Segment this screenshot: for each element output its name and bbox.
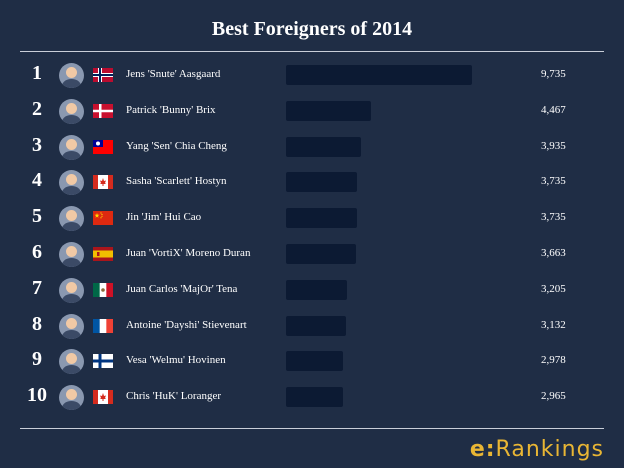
player-avatar	[59, 349, 84, 375]
canada-flag-icon	[93, 175, 113, 190]
value-label: 2,978	[541, 354, 566, 367]
value-label: 2,965	[541, 390, 566, 403]
ranking-row: 3 Yang 'Sen' Chia Cheng 3,935	[0, 130, 624, 166]
player-avatar	[59, 98, 84, 124]
mexico-flag-icon	[93, 282, 113, 297]
player-name: Chris 'HuK' Loranger	[126, 390, 221, 403]
rank-number: 5	[32, 205, 42, 228]
rank-number: 8	[32, 312, 42, 335]
player-name: Yang 'Sen' Chia Cheng	[126, 139, 227, 152]
value-bar	[286, 100, 372, 121]
canada-flag-icon	[93, 390, 113, 405]
rank-number: 4	[32, 169, 42, 192]
ranking-row: 2 Patrick 'Bunny' Brix 4,467	[0, 94, 624, 130]
ranking-row: 7 Juan Carlos 'MajOr' Tena 3,205	[0, 273, 624, 309]
rank-number: 9	[32, 348, 42, 371]
value-bar	[286, 65, 472, 85]
value-label: 4,467	[541, 103, 566, 116]
rank-number: 6	[32, 240, 42, 263]
value-label: 3,735	[541, 211, 566, 224]
player-name: Juan 'VortiX' Moreno Duran	[126, 246, 251, 259]
norway-flag-icon	[93, 68, 113, 82]
value-bar	[286, 208, 358, 229]
rank-number: 3	[32, 133, 42, 156]
erankings-logo: e:Rankings	[469, 437, 604, 462]
player-name: Patrick 'Bunny' Brix	[126, 103, 216, 116]
player-name: Vesa 'Welmu' Hovinen	[126, 354, 226, 367]
ranking-row: 10 Chris 'HuK' Loranger 2,965	[0, 380, 624, 416]
value-label: 3,935	[541, 139, 566, 152]
player-name: Jin 'Jim' Hui Cao	[126, 211, 202, 224]
value-bar	[286, 351, 343, 372]
player-avatar	[59, 313, 84, 339]
france-flag-icon	[93, 318, 113, 333]
ranking-row: 9 Vesa 'Welmu' Hovinen 2,978	[0, 344, 624, 380]
chart-title: Best Foreigners of 2014	[211, 18, 413, 40]
player-name: Antoine 'Dayshi' Stievenart	[126, 318, 247, 331]
ranking-row: 5 Jin 'Jim' Hui Cao 3,735	[0, 201, 624, 237]
value-label: 3,205	[541, 282, 566, 295]
rank-number: 7	[32, 276, 42, 299]
value-label: 9,735	[541, 68, 566, 80]
rank-number: 10	[27, 384, 47, 407]
value-bar	[286, 243, 356, 264]
top-divider	[20, 51, 604, 52]
value-label: 3,663	[541, 246, 566, 259]
bottom-divider	[20, 428, 604, 429]
value-bar	[286, 172, 358, 193]
ranking-row: 8 Antoine 'Dayshi' Stievenart 3,132	[0, 309, 624, 345]
player-name: Sasha 'Scarlett' Hostyn	[126, 175, 227, 188]
value-label: 3,132	[541, 318, 566, 331]
player-avatar	[59, 170, 84, 196]
rank-number: 1	[32, 62, 42, 84]
value-bar	[286, 315, 346, 336]
ranking-row: 1 Jens 'Snute' Aasgaard 9,735	[0, 58, 624, 94]
player-avatar	[59, 277, 84, 303]
player-avatar	[59, 385, 84, 411]
value-bar	[286, 387, 343, 408]
china-flag-icon	[93, 211, 113, 226]
taiwan-flag-icon	[93, 139, 113, 154]
denmark-flag-icon	[93, 103, 113, 118]
ranking-row: 6 Juan 'VortiX' Moreno Duran 3,663	[0, 237, 624, 273]
player-avatar	[59, 63, 84, 88]
player-name: Jens 'Snute' Aasgaard	[126, 68, 221, 80]
value-bar	[286, 136, 362, 157]
player-avatar	[59, 206, 84, 232]
rank-number: 2	[32, 97, 42, 120]
value-label: 3,735	[541, 175, 566, 188]
value-bar	[286, 279, 348, 300]
player-name: Juan Carlos 'MajOr' Tena	[126, 282, 238, 295]
player-avatar	[59, 134, 84, 160]
ranking-list: 1 Jens 'Snute' Aasgaard 9,735 2 Patrick 'Bun…	[0, 58, 624, 416]
ranking-row: 4 Sasha 'Scarlett' Hostyn 3,735	[0, 165, 624, 201]
finland-flag-icon	[93, 354, 113, 369]
spain-flag-icon	[93, 246, 113, 261]
player-avatar	[59, 241, 84, 267]
